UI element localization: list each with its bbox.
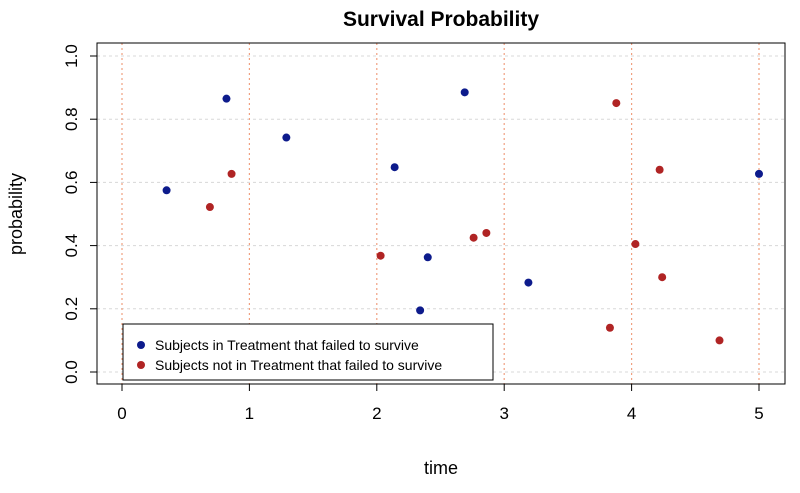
point-treatment	[416, 306, 425, 315]
y-tick-label: 0.0	[62, 360, 81, 384]
point-no-treatment	[227, 169, 236, 178]
y-tick-label: 0.2	[62, 297, 81, 321]
x-axis: 0 1 2 3 4 5	[117, 384, 764, 423]
x-tick-label: 2	[372, 404, 381, 423]
point-no-treatment	[605, 323, 614, 332]
point-no-treatment	[715, 336, 724, 345]
x-tick-label: 5	[754, 404, 763, 423]
x-axis-label: time	[424, 458, 458, 478]
legend-box	[122, 323, 494, 381]
y-axis: 0.0 0.2 0.4 0.6 0.8 1.0	[62, 44, 97, 384]
legend-marker-treatment	[137, 341, 145, 349]
point-treatment	[423, 253, 432, 262]
point-treatment	[222, 94, 231, 103]
legend-label-treatment: Subjects in Treatment that failed to sur…	[155, 337, 419, 353]
point-no-treatment	[376, 251, 385, 260]
x-tick-label: 4	[627, 404, 636, 423]
vertical-event-lines	[121, 43, 760, 384]
x-tick-label: 0	[117, 404, 126, 423]
chart-title: Survival Probability	[343, 8, 539, 31]
plot-frame	[96, 42, 786, 385]
x-tick-label: 3	[499, 404, 508, 423]
y-tick-label: 0.6	[62, 171, 81, 195]
point-treatment	[460, 88, 469, 97]
point-treatment	[524, 278, 533, 287]
point-no-treatment	[205, 203, 214, 212]
legend-marker-no-treatment	[137, 361, 145, 369]
data-points	[162, 88, 763, 345]
x-tick-label: 1	[245, 404, 254, 423]
y-axis-label: probability	[6, 173, 26, 255]
point-treatment	[390, 163, 399, 172]
point-treatment	[162, 186, 171, 195]
point-no-treatment	[658, 273, 667, 282]
point-treatment	[282, 133, 291, 142]
point-no-treatment	[631, 240, 640, 249]
legend-label-no-treatment: Subjects not in Treatment that failed to…	[155, 357, 442, 373]
y-tick-label: 0.8	[62, 107, 81, 131]
y-tick-label: 1.0	[62, 44, 81, 68]
point-no-treatment	[655, 165, 664, 174]
point-no-treatment	[482, 228, 491, 237]
legend: Subjects in Treatment that failed to sur…	[122, 323, 494, 381]
y-tick-label: 0.4	[62, 234, 81, 258]
point-treatment	[755, 169, 763, 178]
point-no-treatment	[469, 233, 478, 242]
point-no-treatment	[612, 99, 621, 108]
